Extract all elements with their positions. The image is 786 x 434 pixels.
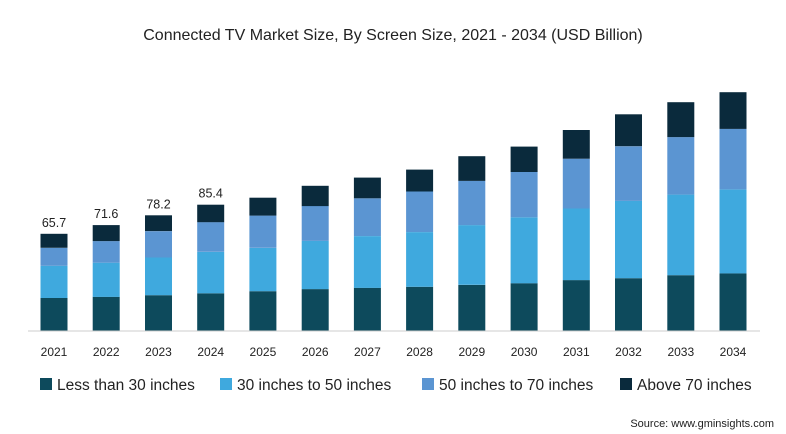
x-tick-2030: 2030 xyxy=(511,345,538,359)
bar-label-2022: 71.6 xyxy=(94,207,118,221)
bar-segment-2032-s2 xyxy=(615,146,642,201)
x-tick-2022: 2022 xyxy=(93,345,120,359)
bar-segment-2022-s0 xyxy=(92,296,120,331)
bar-segment-2024-s2 xyxy=(197,222,225,252)
bar-segment-2022-s2 xyxy=(92,241,120,263)
bar-segment-2033-s2 xyxy=(667,137,695,195)
bar-segment-2030-s1 xyxy=(510,217,538,284)
bar-segment-2033-s3 xyxy=(667,102,695,138)
bar-segment-2025-s3 xyxy=(249,197,277,216)
bar-segment-2031-s1 xyxy=(562,208,590,281)
bar-segment-2024-s3 xyxy=(197,204,225,223)
legend: Less than 30 inches 30 inches to 50 inche… xyxy=(40,377,752,394)
x-tick-2031: 2031 xyxy=(563,345,590,359)
bar-segment-2029-s1 xyxy=(458,225,486,285)
bar-segment-2025-s0 xyxy=(249,291,277,331)
legend-swatch-0 xyxy=(40,378,52,390)
bar-segment-2030-s2 xyxy=(510,172,538,218)
legend-label-0: Less than 30 inches xyxy=(57,377,195,394)
bar-segment-2028-s2 xyxy=(406,191,434,232)
bar-segment-2031-s3 xyxy=(562,130,590,159)
bar-segment-2021-s0 xyxy=(40,298,68,331)
bar-segment-2026-s2 xyxy=(301,206,329,241)
bar-segment-2031-s0 xyxy=(562,280,590,331)
plot-area xyxy=(40,92,747,331)
bar-segment-2030-s0 xyxy=(510,283,538,331)
bar-label-2021: 65.7 xyxy=(42,216,66,230)
bar-value-labels: 65.7 71.6 78.2 85.4 xyxy=(42,187,223,230)
bar-segment-2021-s3 xyxy=(40,233,68,248)
source-note: Source: www.gminsights.com xyxy=(630,418,774,430)
bar-segment-2034-s0 xyxy=(719,273,747,331)
bar-label-2024: 85.4 xyxy=(199,187,223,201)
bar-segment-2033-s1 xyxy=(667,194,695,276)
bar-segment-2027-s2 xyxy=(353,198,381,236)
bar-segment-2028-s0 xyxy=(406,286,434,331)
bar-segment-2031-s2 xyxy=(562,158,590,209)
bar-segment-2034-s3 xyxy=(719,92,747,129)
bar-segment-2021-s1 xyxy=(40,265,68,298)
legend-swatch-2 xyxy=(422,378,434,390)
x-tick-2024: 2024 xyxy=(197,345,224,359)
x-tick-2028: 2028 xyxy=(406,345,433,359)
bar-segment-2027-s0 xyxy=(353,287,381,331)
legend-label-1: 30 inches to 50 inches xyxy=(237,377,391,394)
bar-segment-2026-s1 xyxy=(301,240,329,290)
bar-segment-2022-s3 xyxy=(92,225,120,242)
bar-segment-2026-s3 xyxy=(301,185,329,207)
legend-label-3: Above 70 inches xyxy=(637,377,752,394)
bar-segment-2027-s1 xyxy=(353,236,381,288)
x-tick-2026: 2026 xyxy=(302,345,329,359)
bar-segment-2027-s3 xyxy=(353,177,381,199)
x-tick-2033: 2033 xyxy=(667,345,694,359)
bar-segment-2028-s1 xyxy=(406,232,434,287)
legend-label-2: 50 inches to 70 inches xyxy=(439,377,593,394)
bar-segment-2028-s3 xyxy=(406,169,434,192)
bar-segment-2026-s0 xyxy=(301,289,329,331)
bar-segment-2025-s2 xyxy=(249,215,277,248)
bar-segment-2029-s2 xyxy=(458,180,486,226)
bar-label-2023: 78.2 xyxy=(146,197,170,211)
bar-segment-2032-s1 xyxy=(615,200,642,279)
x-tick-labels: 2021 2022 2023 2024 2025 2026 2027 2028 2029 2030… xyxy=(41,345,747,359)
bar-segment-2024-s1 xyxy=(197,251,225,294)
bar-segment-2023-s2 xyxy=(145,231,172,258)
x-tick-2021: 2021 xyxy=(41,345,68,359)
bar-segment-2034-s2 xyxy=(719,128,747,190)
bar-segment-2022-s1 xyxy=(92,262,120,297)
x-tick-2029: 2029 xyxy=(458,345,485,359)
bar-segment-2029-s3 xyxy=(458,156,486,181)
bar-segment-2030-s3 xyxy=(510,146,538,172)
bar-segment-2023-s3 xyxy=(145,215,172,232)
bar-segment-2029-s0 xyxy=(458,284,486,331)
bar-segment-2024-s0 xyxy=(197,293,225,331)
x-tick-2025: 2025 xyxy=(250,345,277,359)
bar-segment-2032-s0 xyxy=(615,278,642,331)
bar-segment-2023-s0 xyxy=(145,295,172,331)
bar-segment-2033-s0 xyxy=(667,275,695,331)
chart-title: Connected TV Market Size, By Screen Size… xyxy=(143,27,643,44)
bar-segment-2021-s2 xyxy=(40,247,68,266)
bar-segment-2032-s3 xyxy=(615,114,642,147)
legend-swatch-1 xyxy=(220,378,232,390)
legend-swatch-3 xyxy=(620,378,632,390)
x-tick-2032: 2032 xyxy=(615,345,642,359)
bar-segment-2025-s1 xyxy=(249,247,277,292)
bar-segment-2034-s1 xyxy=(719,189,747,274)
x-tick-2023: 2023 xyxy=(145,345,172,359)
bar-segment-2023-s1 xyxy=(145,257,172,296)
x-tick-2034: 2034 xyxy=(720,345,747,359)
x-tick-2027: 2027 xyxy=(354,345,381,359)
